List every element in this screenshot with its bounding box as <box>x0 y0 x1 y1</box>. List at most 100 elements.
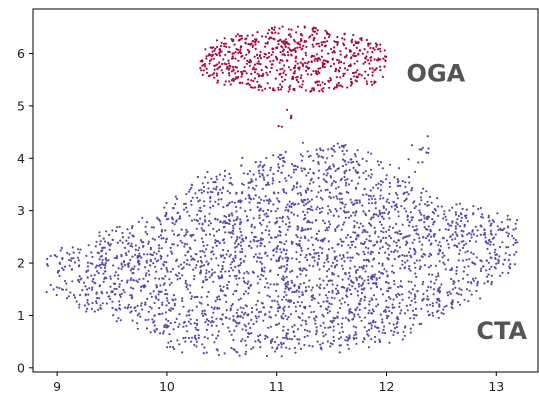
cta-point <box>136 327 139 330</box>
cta-point <box>239 199 242 202</box>
cta-point <box>428 195 431 199</box>
cta-point <box>260 198 263 201</box>
cta-point <box>52 288 55 291</box>
cta-point <box>491 219 494 222</box>
cta-point <box>461 235 464 238</box>
oga-point <box>202 69 205 72</box>
cta-point <box>371 282 375 285</box>
cta-point <box>339 207 342 210</box>
cta-point <box>307 227 310 231</box>
cta-point <box>157 313 160 316</box>
cta-point <box>438 299 441 302</box>
oga-point <box>280 85 283 88</box>
cta-point <box>334 208 337 211</box>
cta-point <box>322 279 325 282</box>
cta-point <box>222 285 225 288</box>
cta-point <box>216 218 219 221</box>
cta-point <box>261 238 264 241</box>
cta-point <box>361 225 364 228</box>
oga-point <box>256 57 260 60</box>
cta-point <box>329 196 332 200</box>
cta-point <box>153 320 156 323</box>
cta-point <box>322 238 326 241</box>
cta-point <box>371 308 374 311</box>
cta-point <box>324 161 327 164</box>
cta-point <box>111 306 114 310</box>
cta-point <box>225 215 228 218</box>
cta-point <box>235 218 238 222</box>
cta-point <box>229 263 232 266</box>
cta-point <box>375 282 378 285</box>
cta-point <box>349 256 352 259</box>
oga-point <box>374 80 377 83</box>
cta-point <box>504 252 507 255</box>
cta-point <box>331 182 334 185</box>
cta-point <box>260 256 263 260</box>
cta-point <box>489 256 492 259</box>
cta-point <box>258 201 261 204</box>
cta-point <box>292 171 295 174</box>
cta-point <box>55 255 58 258</box>
cta-point <box>234 320 237 323</box>
cta-point <box>205 260 208 263</box>
cta-point <box>254 340 257 343</box>
cta-point <box>352 203 355 206</box>
cta-point <box>179 239 182 242</box>
cta-point <box>158 277 161 280</box>
cta-point <box>437 253 440 256</box>
cta-point <box>290 279 293 282</box>
cta-point <box>202 264 206 267</box>
cta-point <box>340 302 343 305</box>
cta-point <box>446 291 449 294</box>
cta-point <box>89 262 92 265</box>
cta-point <box>85 310 88 313</box>
oga-point <box>368 62 371 65</box>
oga-point <box>240 55 243 58</box>
cta-point <box>340 144 343 148</box>
cta-point <box>77 265 81 268</box>
oga-point <box>256 30 259 34</box>
oga-point <box>341 37 344 40</box>
oga-point <box>231 55 234 58</box>
cta-point <box>471 277 474 280</box>
cta-point <box>379 313 382 316</box>
cta-point <box>335 210 338 213</box>
cta-point <box>232 348 235 351</box>
cta-point <box>283 291 286 294</box>
cta-point <box>287 287 290 290</box>
oga-point <box>228 67 231 70</box>
cta-point <box>185 263 189 266</box>
cta-point <box>397 167 401 170</box>
cta-point <box>304 286 307 289</box>
cta-point <box>265 335 268 338</box>
cta-point <box>432 221 435 224</box>
cta-point <box>183 242 187 245</box>
cta-point <box>210 324 213 327</box>
cta-point <box>472 213 475 216</box>
cta-point <box>190 297 193 300</box>
cta-point <box>371 274 374 277</box>
oga-point <box>237 59 240 62</box>
cta-point <box>196 260 200 263</box>
cta-point <box>413 317 416 320</box>
cta-point <box>293 291 296 294</box>
cta-point <box>265 156 268 160</box>
cta-point <box>85 307 89 310</box>
cta-point <box>476 284 479 287</box>
cta-point <box>337 215 340 218</box>
cta-point <box>490 274 493 277</box>
cta-point <box>385 299 388 302</box>
cta-point <box>235 192 238 195</box>
oga-point <box>240 70 243 73</box>
oga-point <box>253 68 256 71</box>
cta-point <box>224 231 227 234</box>
oga-point <box>270 31 273 34</box>
cta-point <box>228 255 231 258</box>
cta-point <box>143 284 146 287</box>
cta-point <box>269 166 273 169</box>
cta-point <box>346 256 349 259</box>
cta-point <box>337 243 340 246</box>
cta-point <box>476 234 479 237</box>
cta-point <box>355 276 358 279</box>
cta-point <box>285 249 288 252</box>
